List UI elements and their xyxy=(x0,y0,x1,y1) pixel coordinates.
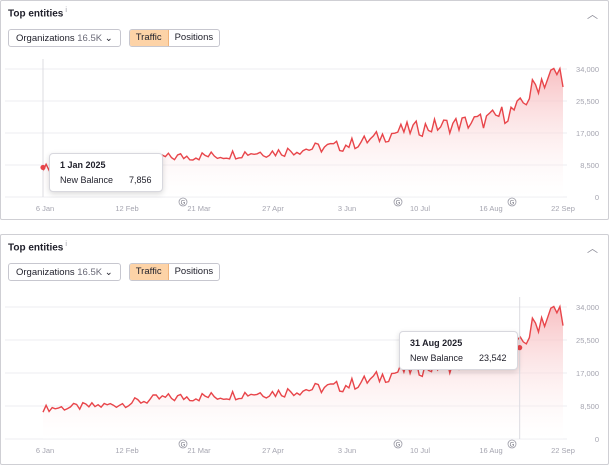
tooltip-date: 1 Jan 2025 xyxy=(60,160,106,170)
y-tick-label: 8,500 xyxy=(580,161,599,170)
event-marker-icon xyxy=(393,197,403,207)
event-marker-label: G xyxy=(396,201,401,207)
y-tick-label: 17,000 xyxy=(576,369,599,378)
x-tick-label: 3 Jun xyxy=(338,204,356,213)
event-marker-icon xyxy=(507,197,517,207)
top-entities-panel-1: Top entities i ︿ Organizations 16.5K ⌄ Tr… xyxy=(0,0,609,220)
panel-title: Top entities i xyxy=(8,241,67,254)
tab-positions[interactable]: Positions xyxy=(174,266,214,277)
x-tick-label: 16 Aug xyxy=(479,204,502,213)
event-marker-icon xyxy=(178,439,188,449)
organizations-dropdown[interactable]: Organizations 16.5K ⌄ xyxy=(8,263,121,281)
x-tick-label: 22 Sep xyxy=(551,204,575,213)
event-marker-label: G xyxy=(181,443,186,449)
panel-title: Top entities i xyxy=(8,7,67,20)
controls: Organizations 16.5K ⌄ Traffic Positions xyxy=(8,263,221,281)
chevron-up-icon[interactable]: ︿ xyxy=(587,243,598,255)
traffic-chart[interactable]: 34,000 25,500 17,000 8,500 0 6 Jan 12 Feb 21 Ma… xyxy=(1,49,608,219)
tooltip-label: New Balance xyxy=(410,353,464,363)
hover-point xyxy=(40,164,46,171)
event-marker-icon xyxy=(507,439,517,449)
event-marker-icon xyxy=(178,197,188,207)
event-marker-label: G xyxy=(510,443,515,449)
y-tick-label: 8,500 xyxy=(580,402,599,411)
event-marker-label: G xyxy=(396,443,401,449)
x-tick-label: 12 Feb xyxy=(115,446,138,455)
x-tick-label: 3 Jun xyxy=(338,446,356,455)
y-tick-label: 34,000 xyxy=(576,303,599,312)
x-tick-label: 6 Jan xyxy=(36,446,54,455)
chevron-down-icon: ⌄ xyxy=(104,33,113,44)
x-tick-label: 12 Feb xyxy=(115,204,138,213)
top-entities-panel-2: Top entities i ︿ Organizations 16.5K ⌄ Tr… xyxy=(0,234,609,465)
y-tick-label: 0 xyxy=(595,193,599,202)
info-icon[interactable]: i xyxy=(65,7,67,14)
controls: Organizations 16.5K ⌄ Traffic Positions xyxy=(8,29,221,47)
tab-positions[interactable]: Positions xyxy=(174,32,214,43)
event-marker-label: G xyxy=(510,201,515,207)
hover-point xyxy=(517,345,523,351)
tooltip: 1 Jan 2025 New Balance 7,856 xyxy=(49,153,163,192)
area-fill xyxy=(43,306,563,439)
y-tick-label: 17,000 xyxy=(576,129,599,138)
y-tick-label: 25,500 xyxy=(576,97,599,106)
x-tick-label: 16 Aug xyxy=(479,446,502,455)
tooltip-label: New Balance xyxy=(60,175,114,185)
metric-toggle: Traffic Positions xyxy=(128,263,221,281)
y-tick-label: 34,000 xyxy=(576,65,599,74)
tooltip: 31 Aug 2025 New Balance 23,542 xyxy=(399,331,518,370)
x-tick-label: 10 Jul xyxy=(410,446,430,455)
y-tick-label: 25,500 xyxy=(576,336,599,345)
x-tick-label: 22 Sep xyxy=(551,446,575,455)
x-tick-label: 21 Mar xyxy=(187,446,211,455)
traffic-chart[interactable]: 34,000 25,500 17,000 8,500 0 6 Jan 12 Feb 21 Ma… xyxy=(1,285,608,463)
tooltip-value: 23,542 xyxy=(479,353,507,363)
event-marker-label: G xyxy=(181,201,186,207)
tab-traffic[interactable]: Traffic xyxy=(129,30,169,46)
metric-toggle: Traffic Positions xyxy=(128,29,221,47)
organizations-dropdown[interactable]: Organizations 16.5K ⌄ xyxy=(8,29,121,47)
event-marker-icon xyxy=(393,439,403,449)
x-tick-label: 27 Apr xyxy=(262,446,284,455)
info-icon[interactable]: i xyxy=(65,241,67,248)
x-tick-label: 27 Apr xyxy=(262,204,284,213)
area-fill xyxy=(43,68,563,197)
tooltip-value: 7,856 xyxy=(129,175,152,185)
tooltip-date: 31 Aug 2025 xyxy=(410,338,463,348)
y-tick-label: 0 xyxy=(595,435,599,444)
x-tick-label: 10 Jul xyxy=(410,204,430,213)
tab-traffic[interactable]: Traffic xyxy=(129,264,169,280)
chevron-up-icon[interactable]: ︿ xyxy=(587,9,598,21)
x-tick-label: 21 Mar xyxy=(187,204,211,213)
x-tick-label: 6 Jan xyxy=(36,204,54,213)
chevron-down-icon: ⌄ xyxy=(104,267,113,278)
